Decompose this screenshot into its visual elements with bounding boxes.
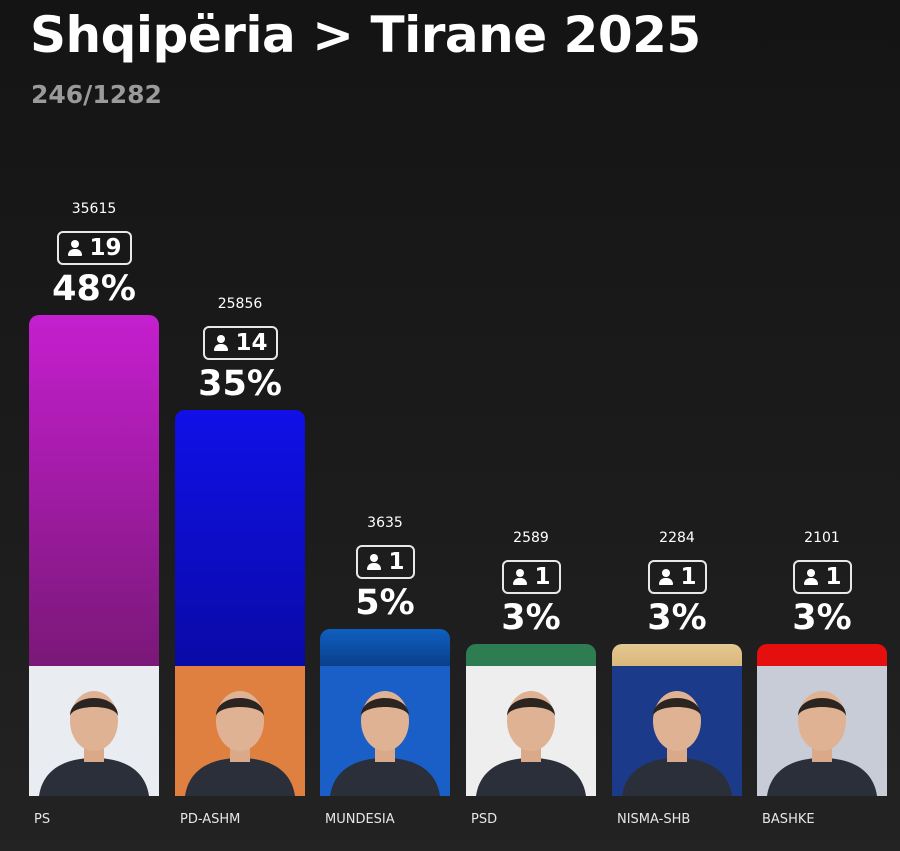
person-icon <box>512 569 528 585</box>
vote-count: 3635 <box>367 515 403 531</box>
bar-bashke <box>757 644 887 666</box>
seats-count: 1 <box>388 549 405 575</box>
person-icon-head <box>806 569 815 577</box>
portrait-hair <box>798 698 846 716</box>
portrait-hair <box>216 698 264 716</box>
portrait-image <box>29 666 159 796</box>
portrait-hair <box>507 698 555 716</box>
seats-badge: 19 <box>56 231 132 265</box>
portrait-image <box>466 666 596 796</box>
seats-count: 1 <box>680 564 697 590</box>
portrait-torso <box>767 758 877 796</box>
seats-badge: 1 <box>647 560 707 594</box>
party-label: PSD <box>471 812 498 827</box>
party-label: NISMA-SHB <box>617 812 691 827</box>
percent-label: 3% <box>792 598 852 638</box>
bar-ps <box>29 315 159 666</box>
bar-nisma-shb <box>612 644 742 666</box>
person-icon <box>803 569 819 585</box>
party-label: PD-ASHM <box>180 812 241 827</box>
portrait-torso <box>622 758 732 796</box>
portrait-torso <box>185 758 295 796</box>
person-icon <box>67 240 83 256</box>
portrait-torso <box>39 758 149 796</box>
candidate-photo <box>466 666 596 796</box>
seats-count: 1 <box>825 564 842 590</box>
seats-badge: 1 <box>501 560 561 594</box>
bar-pd-ashm <box>175 410 305 666</box>
person-icon-head <box>369 554 378 562</box>
candidate-photo <box>612 666 742 796</box>
portrait-image <box>612 666 742 796</box>
party-label: MUNDESIA <box>325 812 395 827</box>
person-icon <box>213 335 229 351</box>
percent-label: 35% <box>198 364 282 404</box>
seats-badge: 14 <box>202 326 278 360</box>
person-icon-head <box>216 335 225 343</box>
seats-count: 19 <box>89 235 122 261</box>
person-icon-body <box>658 578 673 585</box>
portrait-image <box>175 666 305 796</box>
seats-badge: 1 <box>355 545 415 579</box>
portrait-torso <box>330 758 440 796</box>
bar-mundesia <box>320 629 450 666</box>
candidate-photo <box>757 666 887 796</box>
portrait-hair <box>653 698 701 716</box>
seats-count: 14 <box>235 330 268 356</box>
person-icon-head <box>661 569 670 577</box>
seats-count: 1 <box>534 564 551 590</box>
portrait-image <box>757 666 887 796</box>
person-icon <box>658 569 674 585</box>
party-label: BASHKE <box>762 812 815 827</box>
candidate-photo <box>175 666 305 796</box>
counted-stations: 246/1282 <box>31 80 162 109</box>
portrait-hair <box>361 698 409 716</box>
vote-count: 2589 <box>513 530 549 546</box>
person-icon-body <box>803 578 818 585</box>
candidate-photo <box>320 666 450 796</box>
person-icon-body <box>366 563 381 570</box>
portrait-torso <box>476 758 586 796</box>
vote-count: 35615 <box>71 201 117 217</box>
percent-label: 5% <box>355 583 415 623</box>
person-icon-body <box>67 249 82 256</box>
party-label: PS <box>34 812 51 827</box>
person-icon-head <box>70 240 79 248</box>
percent-label: 3% <box>501 598 561 638</box>
vote-count: 2101 <box>804 530 840 546</box>
candidate-photo <box>29 666 159 796</box>
vote-count: 2284 <box>659 530 695 546</box>
portrait-image <box>320 666 450 796</box>
portrait-hair <box>70 698 118 716</box>
person-icon <box>366 554 382 570</box>
percent-label: 3% <box>647 598 707 638</box>
seats-badge: 1 <box>792 560 852 594</box>
vote-count: 25856 <box>217 296 263 312</box>
bar-psd <box>466 644 596 666</box>
person-icon-head <box>515 569 524 577</box>
person-icon-body <box>512 578 527 585</box>
chart-title: Shqipëria > Tirane 2025 <box>30 6 701 64</box>
person-icon-body <box>213 344 228 351</box>
percent-label: 48% <box>52 269 136 309</box>
